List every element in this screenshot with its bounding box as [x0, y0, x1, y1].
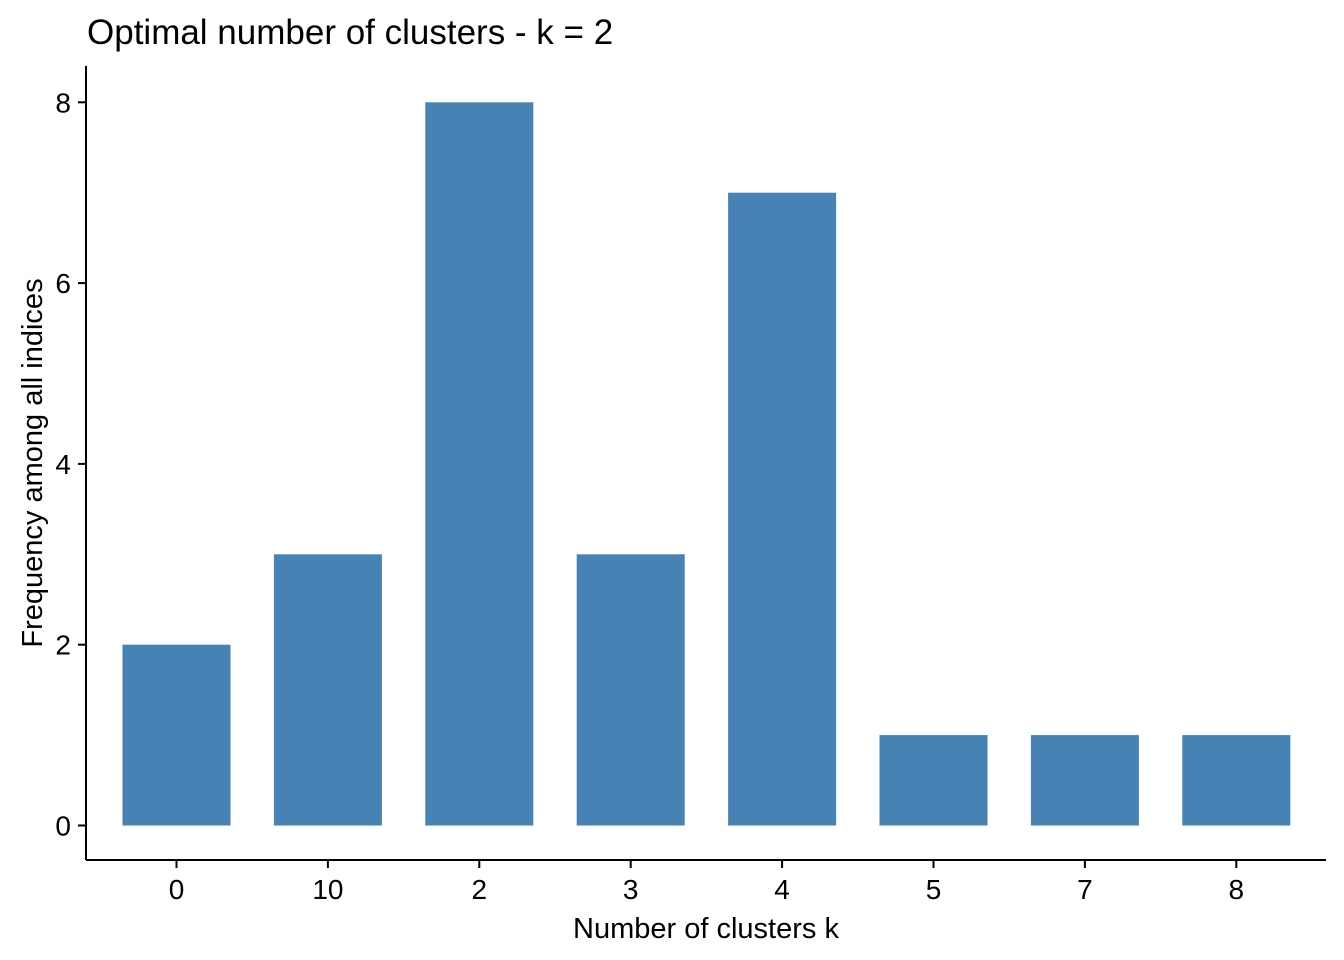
x-tick-label-4: 4 — [774, 874, 790, 905]
x-tick-label-0: 0 — [169, 874, 185, 905]
y-tick-label-6: 6 — [55, 268, 71, 299]
y-axis-title: Frequency among all indices — [17, 278, 49, 647]
x-tick-label-5: 5 — [926, 874, 942, 905]
x-axis-title: Number of clusters k — [573, 913, 839, 945]
x-tick-label-10: 10 — [312, 874, 343, 905]
x-tick-label-3: 3 — [623, 874, 639, 905]
y-tick-label-8: 8 — [55, 87, 71, 118]
bar-0 — [122, 644, 231, 826]
bar-3 — [576, 554, 685, 826]
bars — [122, 102, 1291, 826]
x-tick-label-7: 7 — [1077, 874, 1093, 905]
x-axis-ticks: 0 10 2 3 4 5 7 8 — [169, 860, 1244, 905]
x-tick-label-8: 8 — [1229, 874, 1245, 905]
y-tick-label-0: 0 — [55, 811, 71, 842]
y-axis-ticks: 0 2 4 6 8 — [55, 87, 86, 842]
bar-4 — [728, 192, 837, 826]
bar-8 — [1182, 735, 1291, 826]
bar-10 — [273, 554, 382, 826]
y-tick-label-4: 4 — [55, 449, 71, 480]
chart-title: Optimal number of clusters - k = 2 — [87, 13, 613, 52]
x-tick-label-2: 2 — [472, 874, 488, 905]
plot-area: 0 2 4 6 8 0 10 2 3 4 5 7 8 — [55, 66, 1326, 905]
bar-2 — [425, 102, 534, 826]
bar-7 — [1030, 735, 1139, 826]
bar-5 — [879, 735, 988, 826]
y-tick-label-2: 2 — [55, 630, 71, 661]
